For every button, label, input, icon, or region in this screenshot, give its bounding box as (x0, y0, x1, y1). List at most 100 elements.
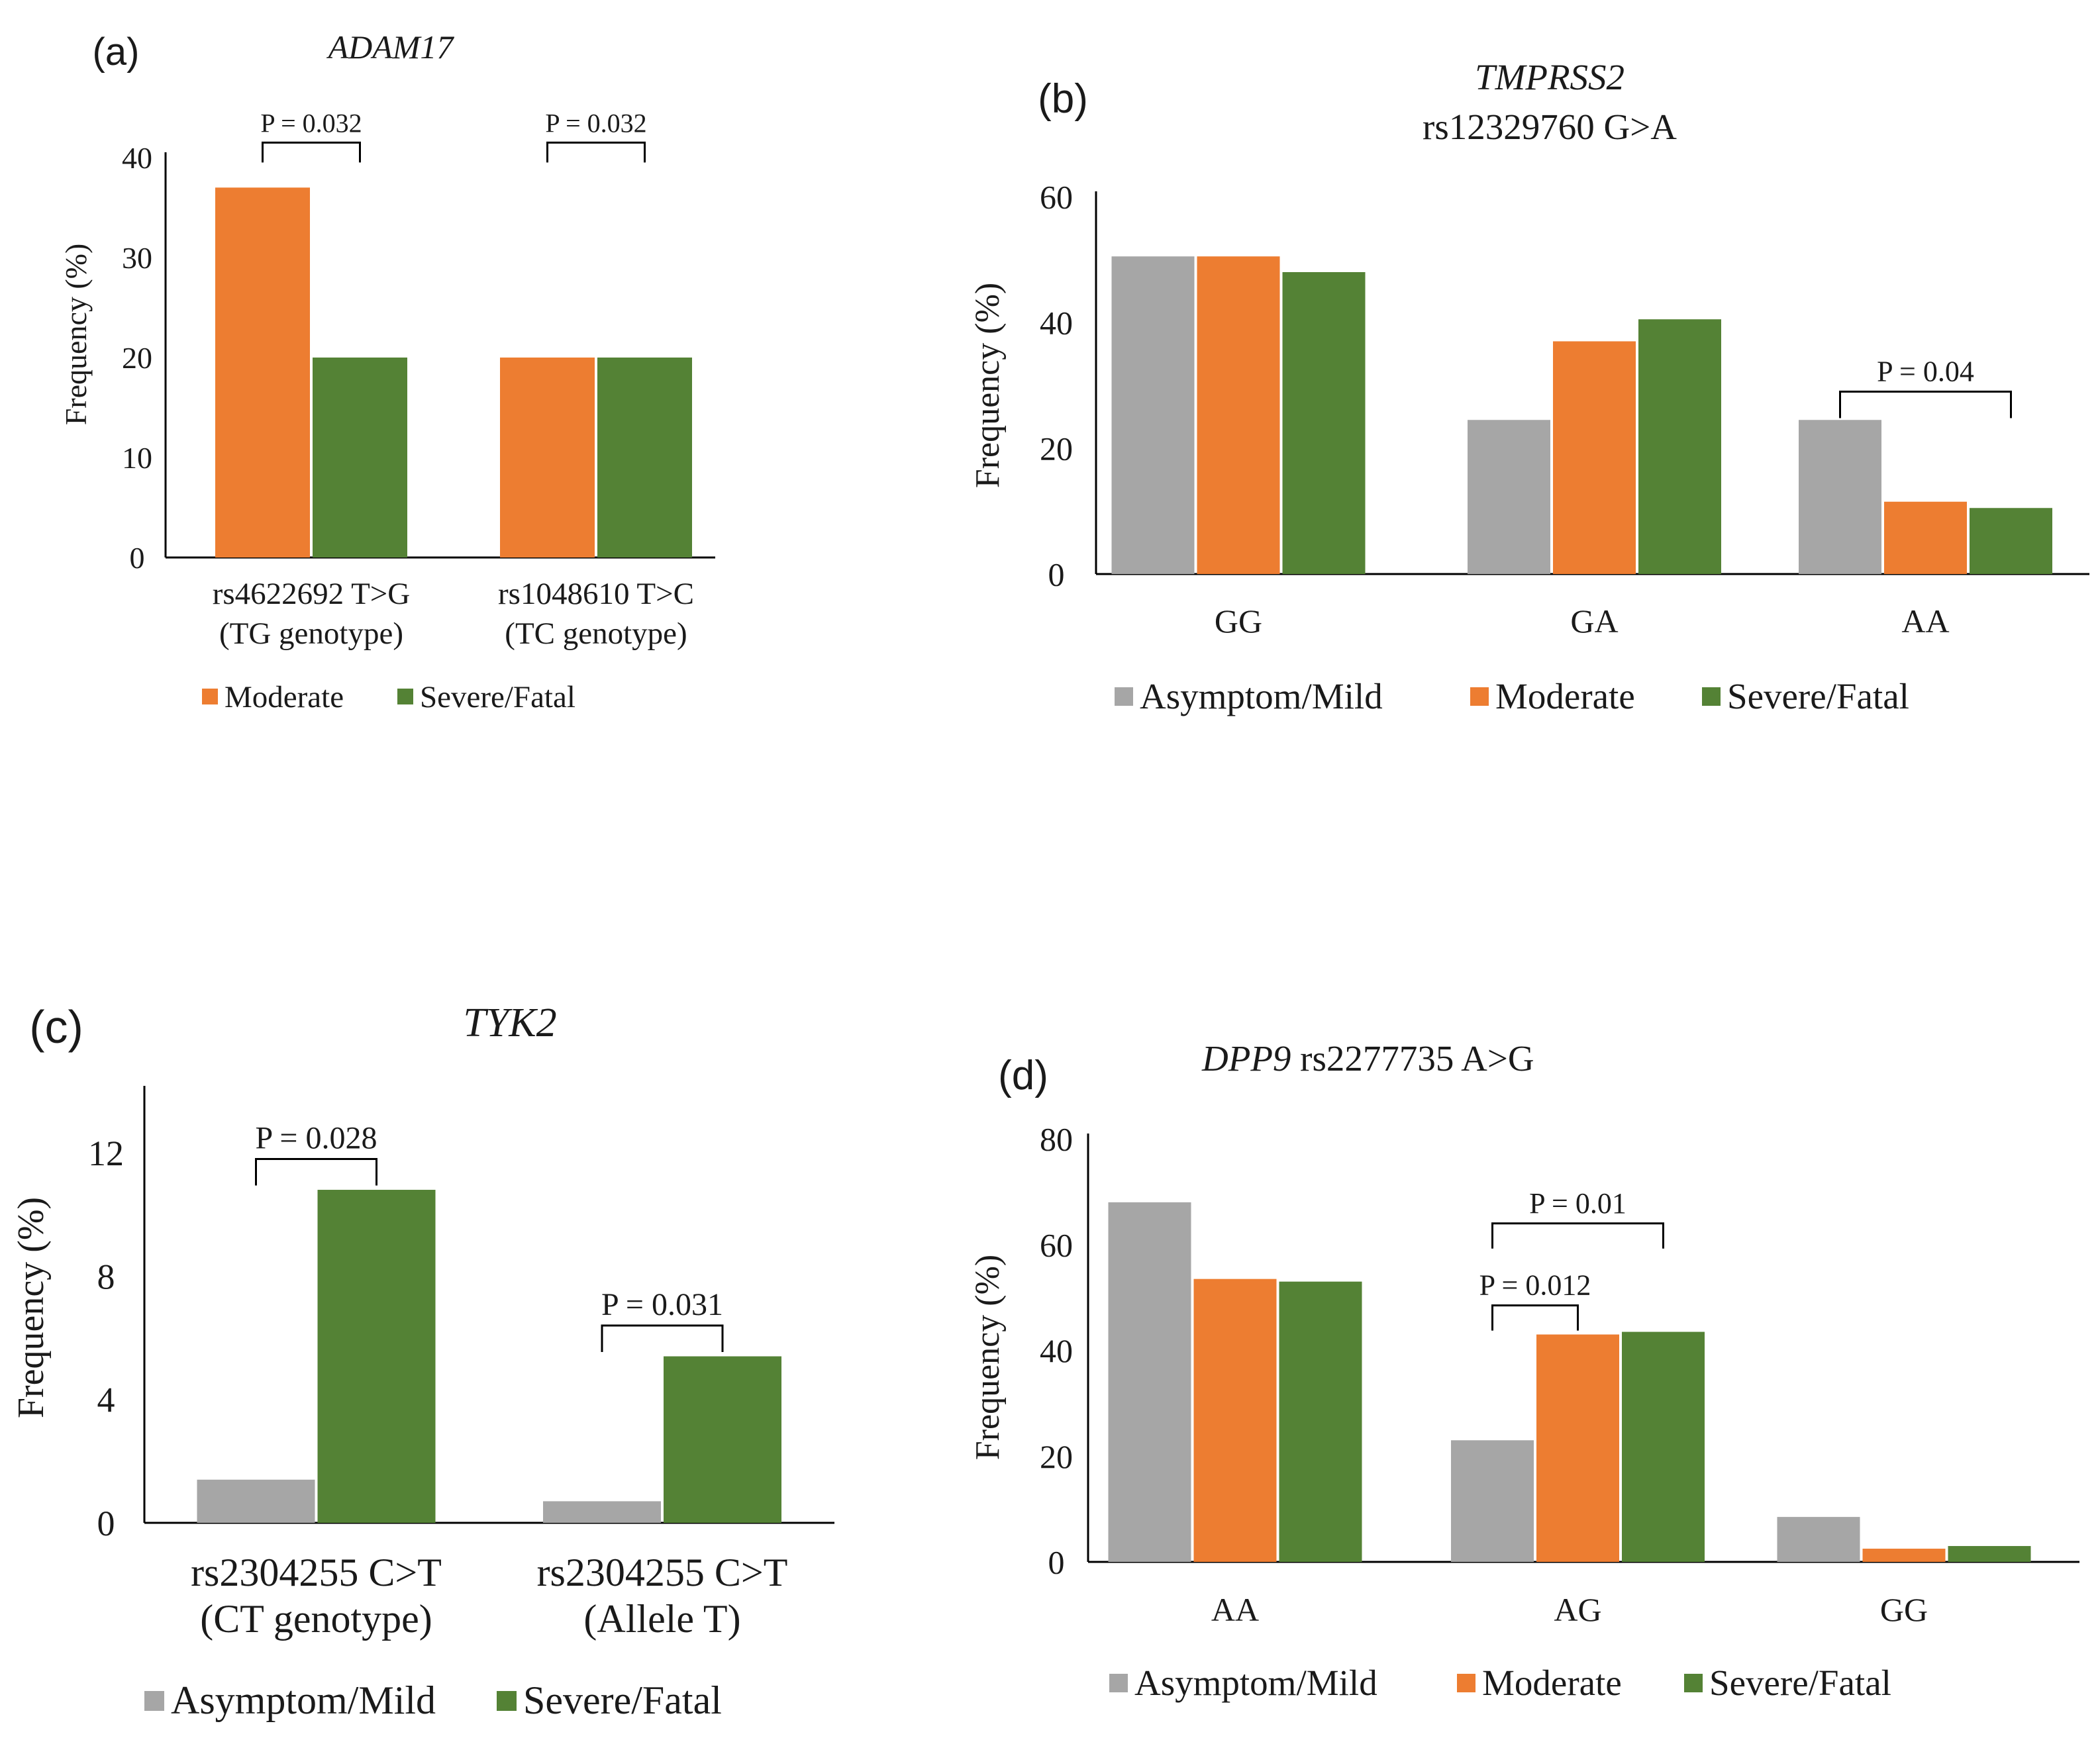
legend-label-asymptom-mild: Asymptom/Mild (1134, 1663, 1377, 1703)
y-tick-label: 80 (1040, 1121, 1073, 1158)
bar-moderate (1193, 1279, 1277, 1562)
chart-title-part: rs2277735 A>G (1291, 1038, 1534, 1079)
significance-bracket (1491, 1222, 1664, 1249)
x-category-label: (CT genotype) (200, 1597, 432, 1641)
y-axis-label: Frequency (%) (969, 283, 1007, 488)
panel-label: (b) (1038, 76, 1088, 122)
legend-label-severe-fatal: Severe/Fatal (523, 1678, 722, 1722)
panel-label: (c) (29, 1001, 83, 1053)
chart-title-part: TYK2 (463, 1000, 556, 1045)
legend-label-moderate: Moderate (225, 680, 344, 714)
bar-asymptom-mild (1799, 420, 1881, 574)
y-axis-label: Frequency (%) (969, 1255, 1007, 1460)
y-tick-label: 10 (122, 441, 152, 475)
legend-swatch-asymptom-mild (1109, 1674, 1128, 1692)
bar-moderate (1862, 1549, 1946, 1562)
p-value-label: P = 0.031 (601, 1287, 723, 1322)
chart-title: DPP9 rs2277735 A>G (1201, 1038, 1534, 1079)
bar-asymptom-mild (1111, 256, 1195, 574)
p-value-label: P = 0.04 (1877, 356, 1974, 388)
legend-swatch-moderate (202, 689, 218, 704)
y-tick-label: 20 (1040, 1438, 1073, 1475)
x-category-label: AG (1554, 1591, 1601, 1628)
y-tick-label: 0 (130, 541, 145, 575)
bar-moderate (1536, 1334, 1619, 1562)
legend-label-asymptom-mild: Asymptom/Mild (1140, 676, 1383, 716)
legend-label-moderate: Moderate (1482, 1663, 1622, 1703)
significance-bracket (546, 141, 646, 163)
bar-severe-fatal (1638, 319, 1721, 574)
chart-title-variant: rs12329760 G>A (1423, 107, 1677, 147)
x-category-label: GA (1570, 603, 1618, 640)
bar-severe-fatal (313, 358, 407, 557)
panel-label: (a) (93, 30, 140, 73)
p-value-label: P = 0.032 (260, 108, 362, 138)
x-category-label: GG (1880, 1591, 1928, 1628)
chart-title: TYK2 (463, 1000, 556, 1045)
significance-bracket (255, 1157, 377, 1186)
bar-severe-fatal (1970, 508, 2052, 574)
y-tick-label: 40 (1040, 305, 1073, 342)
legend-label-moderate: Moderate (1495, 676, 1635, 716)
x-category-label: AA (1901, 603, 1949, 640)
p-value-label: P = 0.028 (256, 1120, 377, 1155)
significance-bracket (262, 141, 361, 163)
bar-asymptom-mild (543, 1501, 661, 1523)
x-category-label: rs2304255 C>T (537, 1551, 788, 1594)
y-tick-label: 40 (1040, 1332, 1073, 1369)
panel-label: (d) (998, 1053, 1048, 1098)
legend-swatch-severe-fatal (397, 689, 413, 704)
chart-panel-a: 0 10 20 30 40 Frequency (%) rs4622692 T>G (TG g… (59, 28, 715, 714)
y-tick-label: 8 (97, 1257, 115, 1296)
x-category-label: AA (1211, 1591, 1259, 1628)
legend-swatch-asymptom-mild (144, 1691, 164, 1711)
bar-moderate (1884, 501, 1967, 574)
legend-label-asymptom-mild: Asymptom/Mild (171, 1678, 436, 1722)
y-tick-label: 20 (1040, 430, 1073, 467)
bar-asymptom-mild (1108, 1202, 1191, 1562)
y-tick-label: 60 (1040, 179, 1073, 216)
bar-moderate (500, 358, 595, 557)
y-tick-label: 60 (1040, 1226, 1073, 1263)
bar-asymptom-mild (1451, 1440, 1534, 1562)
y-axis-label: Frequency (%) (11, 1197, 52, 1418)
legend-swatch-moderate (1457, 1674, 1475, 1692)
bar-severe-fatal (1282, 272, 1366, 574)
significance-bracket (1839, 391, 2012, 418)
significance-bracket (601, 1324, 724, 1352)
chart-title: ADAM17 (326, 28, 455, 66)
legend-swatch-moderate (1470, 687, 1489, 706)
bar-severe-fatal (317, 1190, 436, 1523)
chart-panel-d: 0 20 40 60 80 Frequency (%) AA AG GG P = 0.01 P = … (969, 1038, 2079, 1703)
p-value-label: P = 0.012 (1479, 1269, 1591, 1302)
x-category-label: rs2304255 C>T (191, 1551, 442, 1594)
y-tick-label: 0 (97, 1504, 115, 1543)
y-axis-label: Frequency (%) (59, 244, 93, 426)
chart-panel-b: 0 20 40 60 Frequency (%) GG GA AA P = 0.04 (b) TMP… (969, 57, 2089, 716)
legend-swatch-severe-fatal (497, 1691, 517, 1711)
legend-swatch-severe-fatal (1702, 687, 1721, 706)
legend-swatch-asymptom-mild (1115, 687, 1133, 706)
chart-title-part: ADAM17 (326, 28, 455, 66)
significance-bracket (1491, 1304, 1579, 1331)
p-value-label: P = 0.032 (545, 108, 646, 138)
chart-title-part: DPP9 (1201, 1038, 1291, 1079)
y-tick-label: 0 (1048, 1544, 1065, 1581)
y-tick-label: 30 (122, 241, 152, 275)
y-tick-label: 12 (88, 1134, 124, 1173)
x-category-label: (TG genotype) (219, 616, 403, 651)
p-value-label: P = 0.01 (1529, 1187, 1626, 1220)
bar-moderate (1197, 256, 1280, 574)
bar-severe-fatal (664, 1356, 781, 1523)
x-category-label: (TC genotype) (505, 616, 687, 651)
legend-swatch-severe-fatal (1684, 1674, 1703, 1692)
bar-asymptom-mild (1777, 1517, 1860, 1562)
bar-moderate (1553, 341, 1636, 574)
x-category-label: GG (1215, 603, 1262, 640)
bar-severe-fatal (1279, 1281, 1362, 1562)
y-tick-label: 20 (122, 341, 152, 375)
x-category-label: rs1048610 T>C (498, 577, 694, 611)
x-category-label: (Allele T) (583, 1597, 740, 1641)
